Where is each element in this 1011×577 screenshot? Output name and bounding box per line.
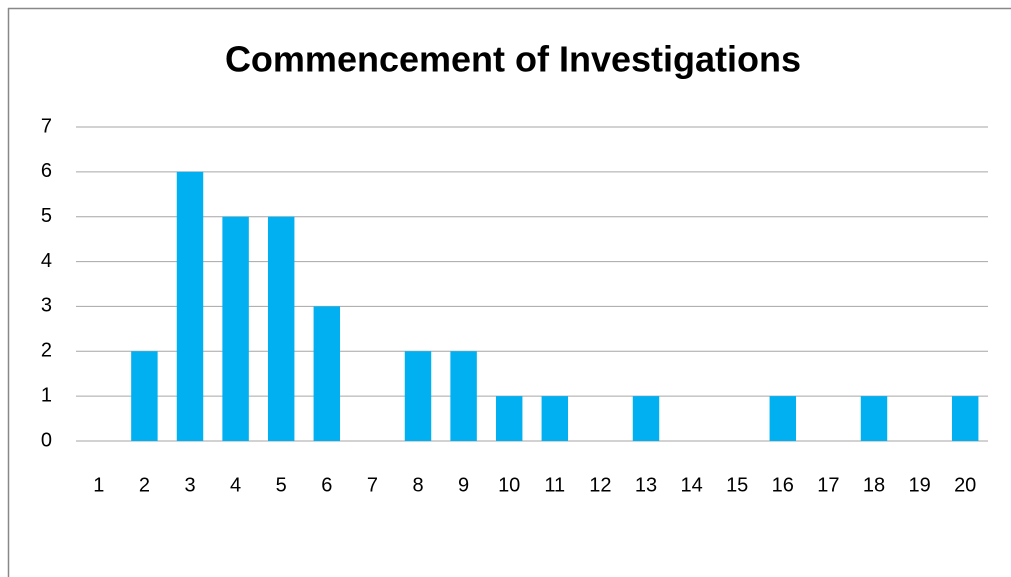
x-tick-label: 11 <box>544 474 565 496</box>
bar <box>313 306 341 441</box>
bar <box>267 216 295 441</box>
bar <box>176 171 204 441</box>
bar <box>404 351 432 441</box>
bar <box>541 396 569 441</box>
bar <box>769 396 797 441</box>
bar <box>131 351 158 441</box>
x-tick-label: 5 <box>276 474 287 496</box>
x-tick-label: 19 <box>908 474 930 496</box>
y-tick-label: 5 <box>41 205 52 227</box>
bar <box>951 396 979 441</box>
x-tick-label: 4 <box>230 474 241 496</box>
y-tick-label: 6 <box>41 160 52 182</box>
bar <box>632 396 660 441</box>
x-tick-label: 1 <box>93 474 104 496</box>
bar <box>860 396 888 441</box>
x-tick-label: 20 <box>954 474 976 496</box>
y-tick-label: 2 <box>41 340 52 362</box>
x-tick-label: 7 <box>367 474 378 496</box>
x-tick-label: 18 <box>863 474 885 496</box>
x-tick-label: 6 <box>321 474 332 496</box>
x-tick-label: 12 <box>589 474 611 496</box>
y-tick-label: 7 <box>41 115 52 137</box>
x-tick-label: 9 <box>458 474 469 496</box>
y-tick-label: 0 <box>41 429 52 451</box>
x-tick-label: 13 <box>635 474 657 496</box>
bar <box>450 351 477 441</box>
y-tick-label: 4 <box>41 250 52 272</box>
bar <box>222 216 249 441</box>
y-tick-label: 1 <box>41 384 52 406</box>
y-tick-label: 3 <box>41 295 52 317</box>
x-tick-label: 16 <box>772 474 794 496</box>
x-tick-label: 10 <box>498 474 520 496</box>
x-tick-label: 17 <box>817 474 839 496</box>
chart-title: Commencement of Investigations <box>225 39 801 80</box>
x-tick-label: 15 <box>726 474 748 496</box>
x-tick-label: 8 <box>412 474 423 496</box>
x-tick-label: 14 <box>680 474 702 496</box>
x-tick-label: 3 <box>184 474 195 496</box>
bar <box>495 396 523 441</box>
x-tick-label: 2 <box>139 474 150 496</box>
